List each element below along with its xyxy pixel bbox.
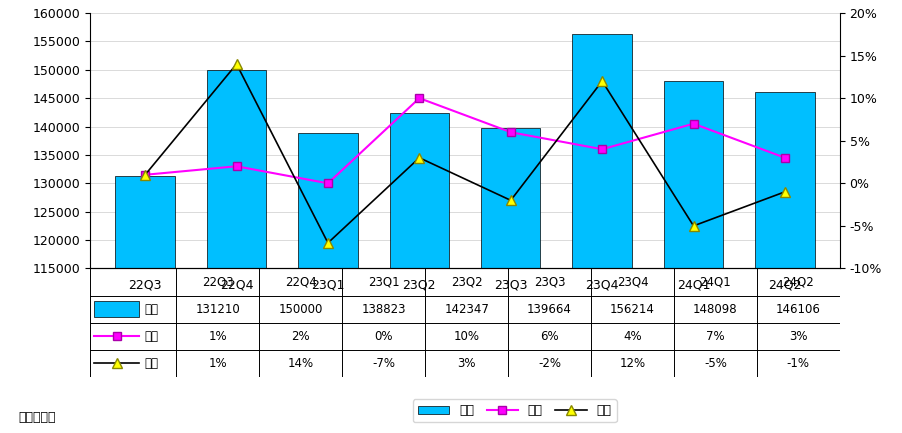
Text: -5%: -5% <box>704 357 726 370</box>
Text: 23Q2: 23Q2 <box>450 275 482 288</box>
Text: 3%: 3% <box>457 357 475 370</box>
Text: 6%: 6% <box>539 330 558 343</box>
Text: 142347: 142347 <box>444 303 489 316</box>
FancyBboxPatch shape <box>94 301 139 317</box>
Text: 4%: 4% <box>622 330 641 343</box>
Bar <box>663 81 723 433</box>
Text: 148098: 148098 <box>693 303 737 316</box>
Text: 23Q3: 23Q3 <box>533 275 565 288</box>
Text: 138823: 138823 <box>361 303 406 316</box>
Bar <box>754 92 814 433</box>
Text: 12%: 12% <box>619 357 645 370</box>
Text: 1%: 1% <box>208 357 227 370</box>
Text: 150000: 150000 <box>279 303 323 316</box>
Text: 24Q2: 24Q2 <box>782 275 814 288</box>
Text: 10%: 10% <box>453 330 479 343</box>
Text: 14%: 14% <box>288 357 314 370</box>
Bar <box>298 133 357 433</box>
Text: 23Q4: 23Q4 <box>616 275 648 288</box>
Text: 139664: 139664 <box>527 303 571 316</box>
Text: 3%: 3% <box>788 330 806 343</box>
Text: -1%: -1% <box>786 357 809 370</box>
Text: 同比: 同比 <box>144 330 158 343</box>
Text: -7%: -7% <box>372 357 395 370</box>
Text: 0%: 0% <box>374 330 392 343</box>
Text: 7%: 7% <box>705 330 724 343</box>
Text: 24Q1: 24Q1 <box>699 275 731 288</box>
Text: 156214: 156214 <box>610 303 654 316</box>
Text: 2%: 2% <box>291 330 309 343</box>
Text: 成本: 成本 <box>144 303 158 316</box>
Text: 22Q4: 22Q4 <box>285 275 317 288</box>
Text: 环比: 环比 <box>144 357 158 370</box>
Bar <box>572 35 631 433</box>
Text: -2%: -2% <box>538 357 560 370</box>
Text: 131210: 131210 <box>196 303 240 316</box>
Text: 22Q3: 22Q3 <box>202 275 234 288</box>
Legend: 成本, 同比, 环比: 成本, 同比, 环比 <box>412 399 616 423</box>
Bar <box>389 113 448 433</box>
Bar <box>207 70 266 433</box>
Text: （百万元）: （百万元） <box>18 411 56 424</box>
Bar <box>115 176 175 433</box>
Text: 146106: 146106 <box>775 303 820 316</box>
Text: 23Q1: 23Q1 <box>367 275 400 288</box>
Bar <box>481 129 540 433</box>
Text: 1%: 1% <box>208 330 227 343</box>
